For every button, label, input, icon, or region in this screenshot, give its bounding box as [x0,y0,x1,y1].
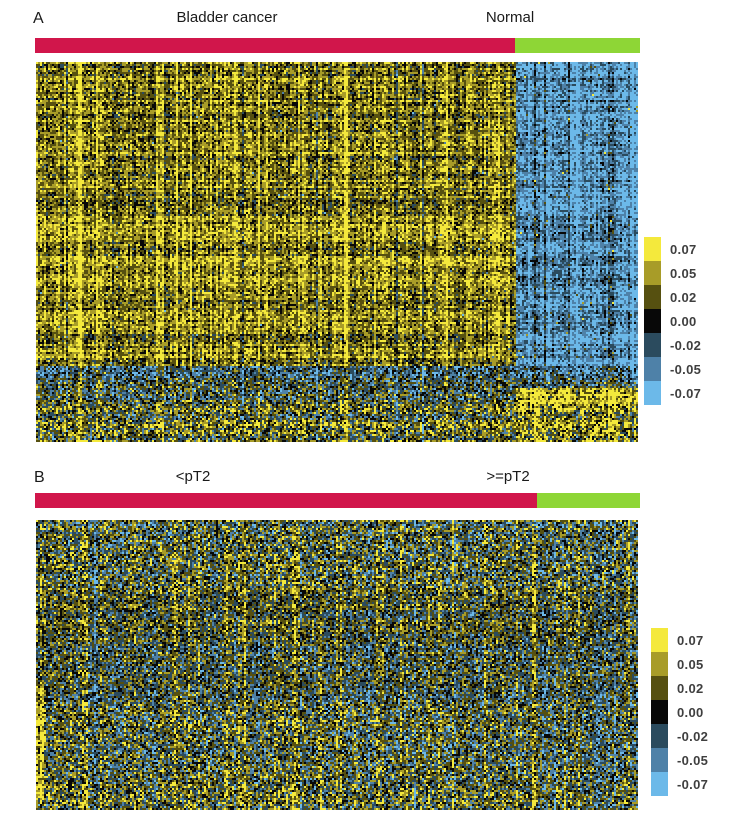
legend-swatch [644,333,661,357]
legend-swatch [644,309,661,333]
legend-swatch [651,748,668,772]
legend-tick-label: -0.05 [677,752,709,768]
legend-row: -0.07 [651,772,708,796]
legend-row: 0.02 [651,676,708,700]
legend-swatch [644,261,661,285]
legend-swatch [651,700,668,724]
legend-row: 0.00 [651,700,708,724]
panel-b-label: B [34,469,45,486]
legend-tick-label: 0.07 [670,241,697,257]
legend-tick-label: 0.05 [677,656,704,672]
legend-tick-label: 0.00 [670,313,697,329]
legend-swatch [644,237,661,261]
legend-swatch [651,676,668,700]
color-scale-legend-b: 0.07 0.05 0.02 0.00 -0.02 -0.05 -0.07 [651,628,708,796]
group-bar-b [35,493,640,508]
legend-row: -0.02 [651,724,708,748]
panel-a-label: A [33,10,44,27]
group-label-gte-pt2: >=pT2 [486,468,530,485]
group-bar-a-normal-segment [515,38,640,53]
legend-swatch [651,724,668,748]
legend-tick-label: 0.02 [670,289,697,305]
legend-row: 0.05 [651,652,708,676]
legend-swatch [651,772,668,796]
legend-row: -0.05 [651,748,708,772]
group-bar-a [35,38,640,53]
heatmap-a-canvas [36,62,638,442]
group-label-bladder-cancer: Bladder cancer [176,9,278,26]
group-label-lt-pt2: <pT2 [175,468,211,485]
legend-swatch [651,628,668,652]
group-bar-b-gtept2-segment [537,493,640,508]
legend-swatch [644,357,661,381]
legend-row: 0.07 [644,237,701,261]
legend-row: -0.07 [644,381,701,405]
legend-swatch [651,652,668,676]
group-label-normal: Normal [485,9,535,26]
legend-tick-label: -0.07 [677,776,709,792]
legend-row: 0.02 [644,285,701,309]
legend-tick-label: 0.05 [670,265,697,281]
legend-row: 0.05 [644,261,701,285]
legend-swatch [644,285,661,309]
legend-swatch [644,381,661,405]
legend-tick-label: -0.02 [670,337,702,353]
group-bar-b-ltpt2-segment [35,493,537,508]
legend-row: 0.07 [651,628,708,652]
legend-tick-label: 0.00 [677,704,704,720]
legend-tick-label: 0.07 [677,632,704,648]
legend-row: 0.00 [644,309,701,333]
heatmap-b-canvas [36,520,638,810]
legend-tick-label: -0.07 [670,385,702,401]
legend-tick-label: 0.02 [677,680,704,696]
legend-tick-label: -0.02 [677,728,709,744]
legend-row: -0.02 [644,333,701,357]
group-bar-a-cancer-segment [35,38,515,53]
legend-tick-label: -0.05 [670,361,702,377]
color-scale-legend-a: 0.07 0.05 0.02 0.00 -0.02 -0.05 -0.07 [644,237,701,405]
legend-row: -0.05 [644,357,701,381]
